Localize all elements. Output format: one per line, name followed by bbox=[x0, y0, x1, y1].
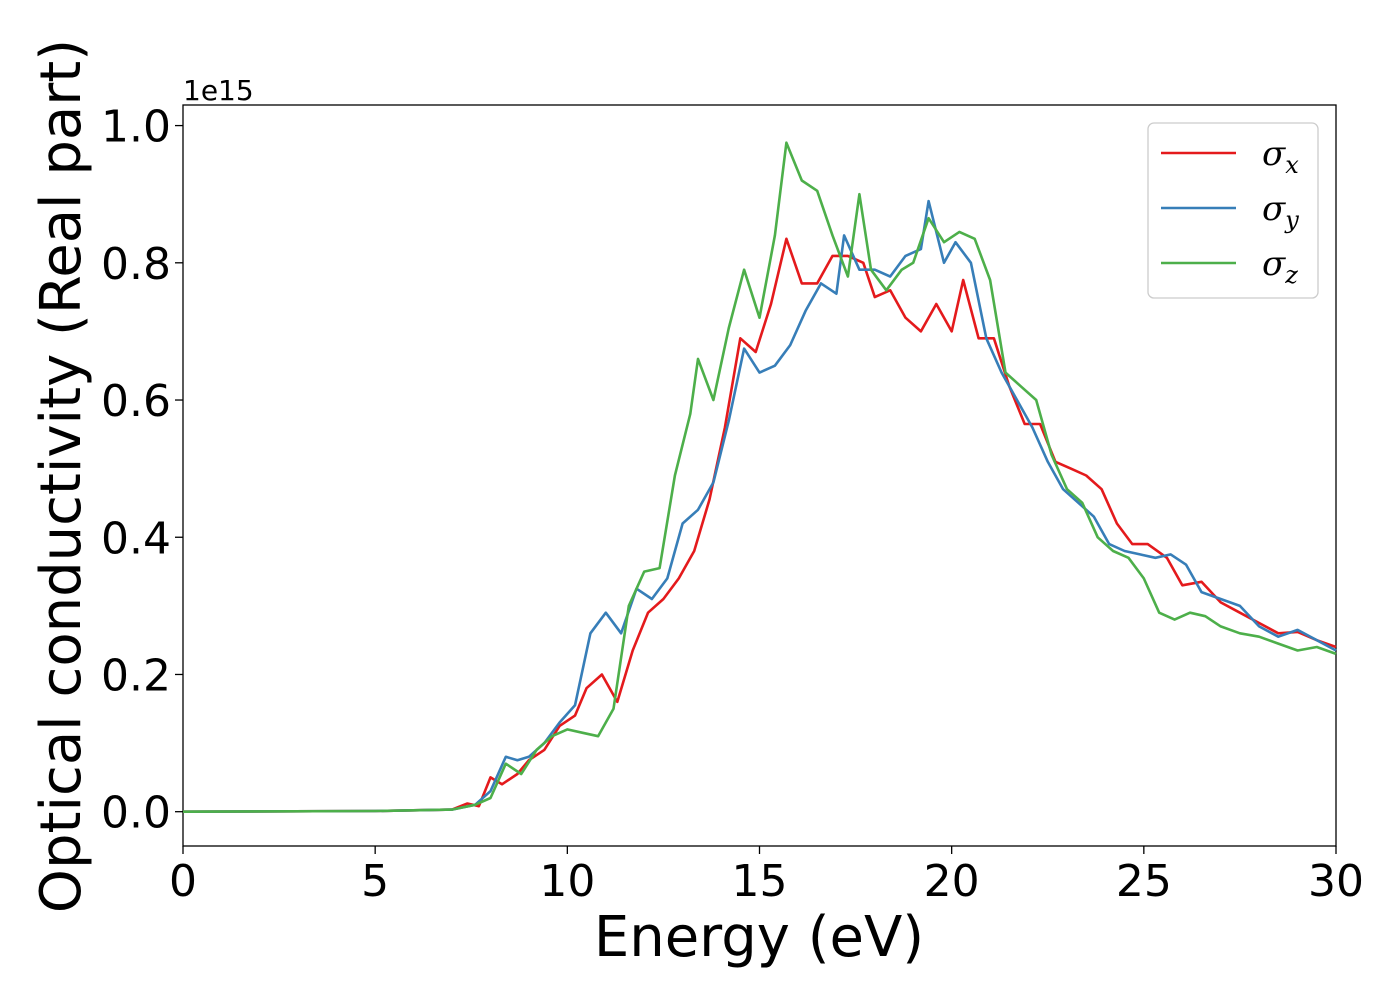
y-axis-label: Optical conductivity (Real part) bbox=[29, 39, 94, 913]
x-tick-label: 30 bbox=[1308, 856, 1364, 907]
series-line-z bbox=[182, 141, 1337, 813]
x-tick-label: 25 bbox=[1116, 856, 1172, 907]
x-tick-label: 0 bbox=[169, 856, 197, 907]
series-lines bbox=[182, 141, 1337, 813]
series-line-y bbox=[182, 199, 1337, 813]
legend-label-y: σy bbox=[1262, 189, 1299, 234]
x-tick-label: 15 bbox=[732, 856, 788, 907]
y-axis-ticks: 0.0 0.2 0.4 0.6 0.8 1.0 bbox=[101, 102, 183, 839]
y-tick-label: 0.0 bbox=[101, 788, 171, 839]
x-tick-label: 20 bbox=[924, 856, 980, 907]
y-tick-label: 0.2 bbox=[101, 650, 171, 701]
plot-area bbox=[182, 104, 1337, 847]
legend: σx σy σz bbox=[1147, 122, 1319, 299]
legend-label-x: σx bbox=[1262, 134, 1299, 179]
x-tick-label: 5 bbox=[361, 856, 389, 907]
y-tick-label: 0.6 bbox=[101, 376, 171, 427]
legend-label-z: σz bbox=[1262, 244, 1298, 289]
y-tick-label: 0.4 bbox=[101, 513, 171, 564]
y-tick-label: 0.8 bbox=[101, 239, 171, 290]
x-axis-label: Energy (eV) bbox=[594, 905, 924, 970]
y-tick-label: 1.0 bbox=[101, 102, 171, 153]
x-tick-label: 10 bbox=[539, 856, 595, 907]
legend-box bbox=[1147, 122, 1319, 299]
y-offset-label: 1e15 bbox=[183, 74, 254, 107]
x-axis-ticks: 0 5 10 15 20 25 30 bbox=[169, 846, 1364, 907]
